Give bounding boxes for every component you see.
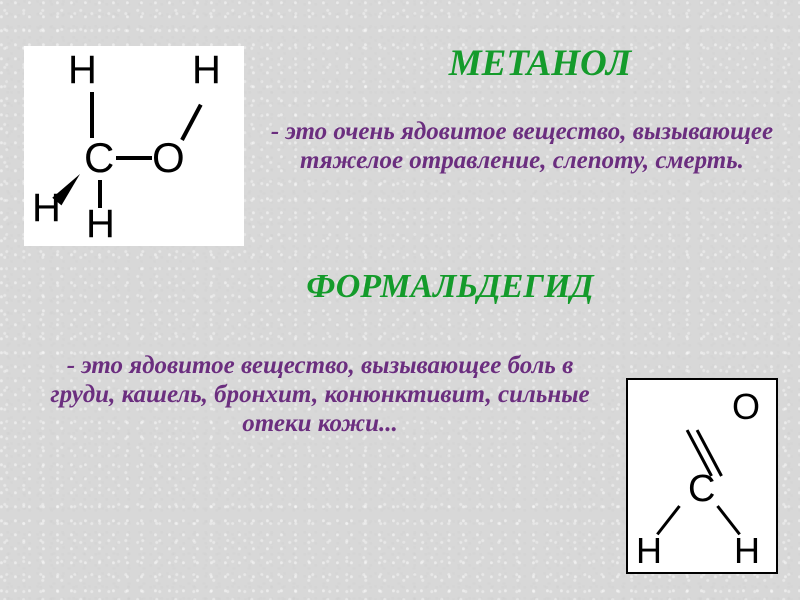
- bond-line: [180, 104, 202, 141]
- atom-h: H: [734, 530, 760, 572]
- methanol-title: МЕТАНОЛ: [380, 42, 700, 85]
- bond-line: [656, 505, 681, 535]
- atom-h: H: [86, 202, 115, 247]
- bond-line: [116, 156, 152, 160]
- bond-line: [98, 180, 102, 208]
- formaldehyde-description: - это ядовитое вещество, вызывающее боль…: [40, 352, 600, 438]
- atom-h: H: [68, 48, 97, 93]
- bond-line: [90, 92, 94, 138]
- atom-h: H: [636, 530, 662, 572]
- bond-line: [716, 505, 741, 535]
- methanol-description: - это очень ядовитое вещество, вызывающе…: [262, 118, 782, 176]
- atom-o: O: [732, 386, 760, 428]
- atom-o: O: [152, 134, 185, 182]
- formaldehyde-structure: O C H H: [626, 378, 778, 574]
- methanol-structure: H H C O H H: [24, 46, 244, 246]
- atom-c: C: [84, 134, 114, 182]
- atom-h: H: [192, 48, 221, 93]
- formaldehyde-title: ФОРМАЛЬДЕГИД: [240, 268, 660, 306]
